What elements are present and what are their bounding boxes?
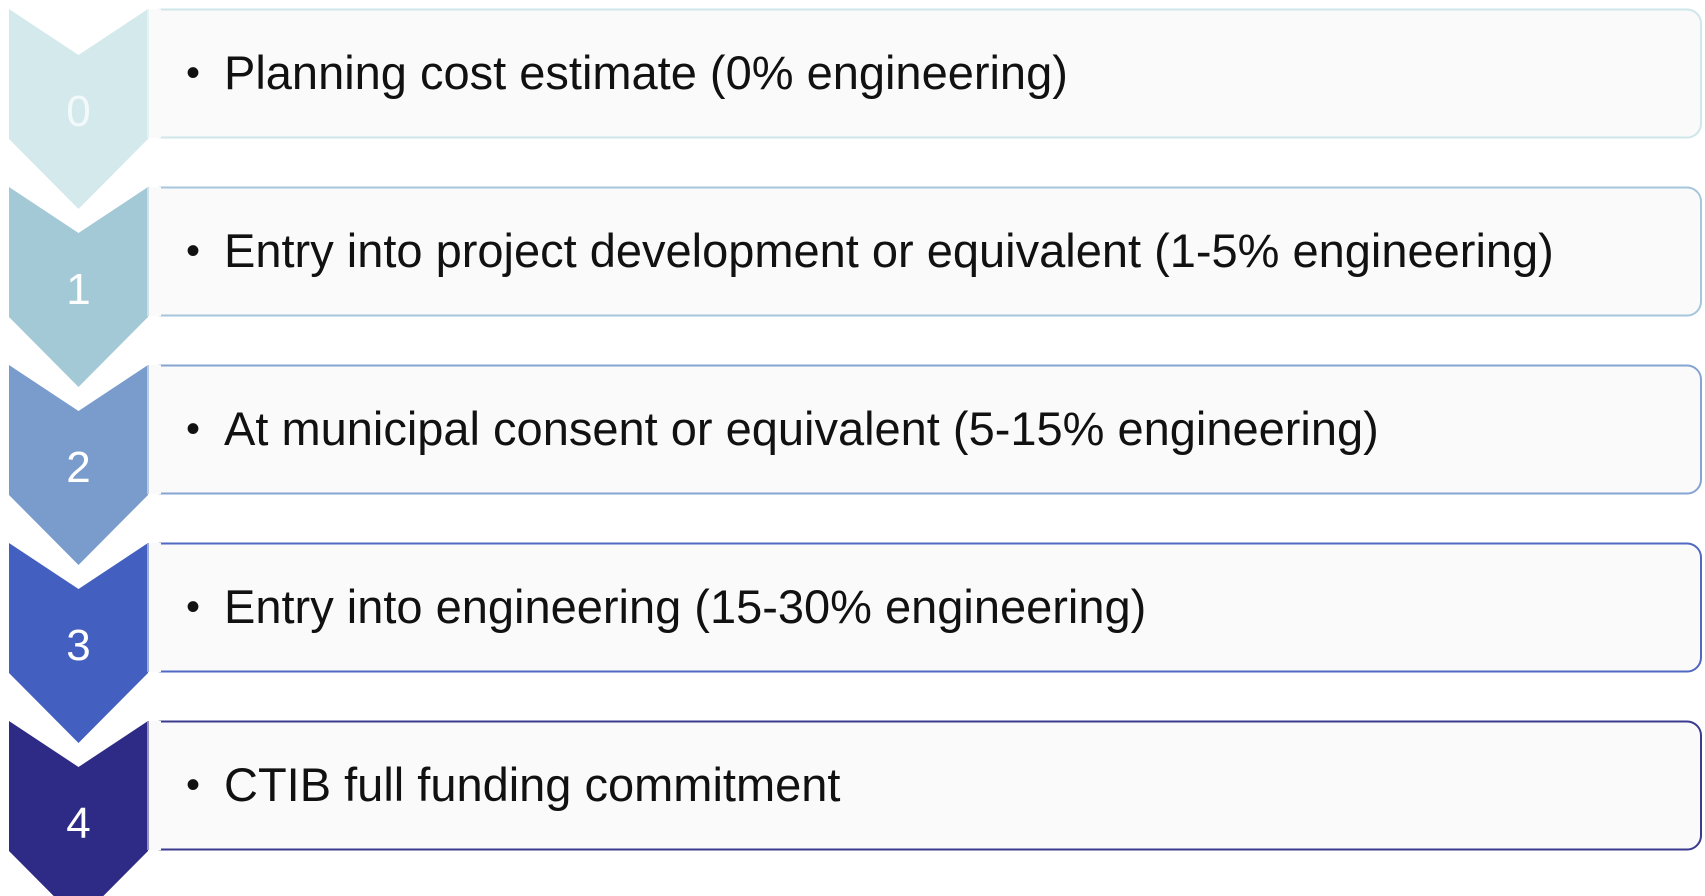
step-label: CTIB full funding commitment	[224, 758, 841, 811]
chevron	[9, 721, 148, 896]
step-text: • CTIB full funding commitment	[186, 721, 1624, 849]
step-label: Entry into engineering (15-30% engineeri…	[224, 580, 1147, 633]
step-number: 2	[66, 443, 91, 492]
step-number: 3	[66, 621, 91, 670]
box-left-edge	[147, 365, 161, 494]
step-text: • Entry into engineering (15-30% engineer…	[186, 543, 1624, 671]
bullet: •	[186, 763, 201, 807]
bullet: •	[186, 407, 201, 451]
chevron	[9, 543, 148, 743]
box-left-edge	[147, 9, 161, 138]
step-text: • At municipal consent or equivalent (5-1…	[186, 365, 1624, 493]
chevron	[9, 9, 148, 209]
step-number: 4	[66, 799, 91, 848]
bullet: •	[186, 51, 201, 95]
chevron	[9, 187, 148, 387]
step-text: • Planning cost estimate (0% engineering)	[186, 9, 1624, 137]
step-number: 1	[66, 265, 91, 314]
chevron	[9, 365, 148, 565]
box-left-edge	[147, 543, 161, 672]
step-label: Planning cost estimate (0% engineering)	[224, 46, 1068, 99]
step-label: Entry into project development or equiva…	[224, 224, 1554, 277]
step-number: 0	[66, 87, 91, 136]
box-left-edge	[147, 721, 161, 850]
bullet: •	[186, 229, 201, 273]
bullet: •	[186, 585, 201, 629]
step-label: At municipal consent or equivalent (5-15…	[224, 402, 1379, 455]
box-left-edge	[147, 187, 161, 316]
step-text: • Entry into project development or equiv…	[186, 187, 1624, 315]
